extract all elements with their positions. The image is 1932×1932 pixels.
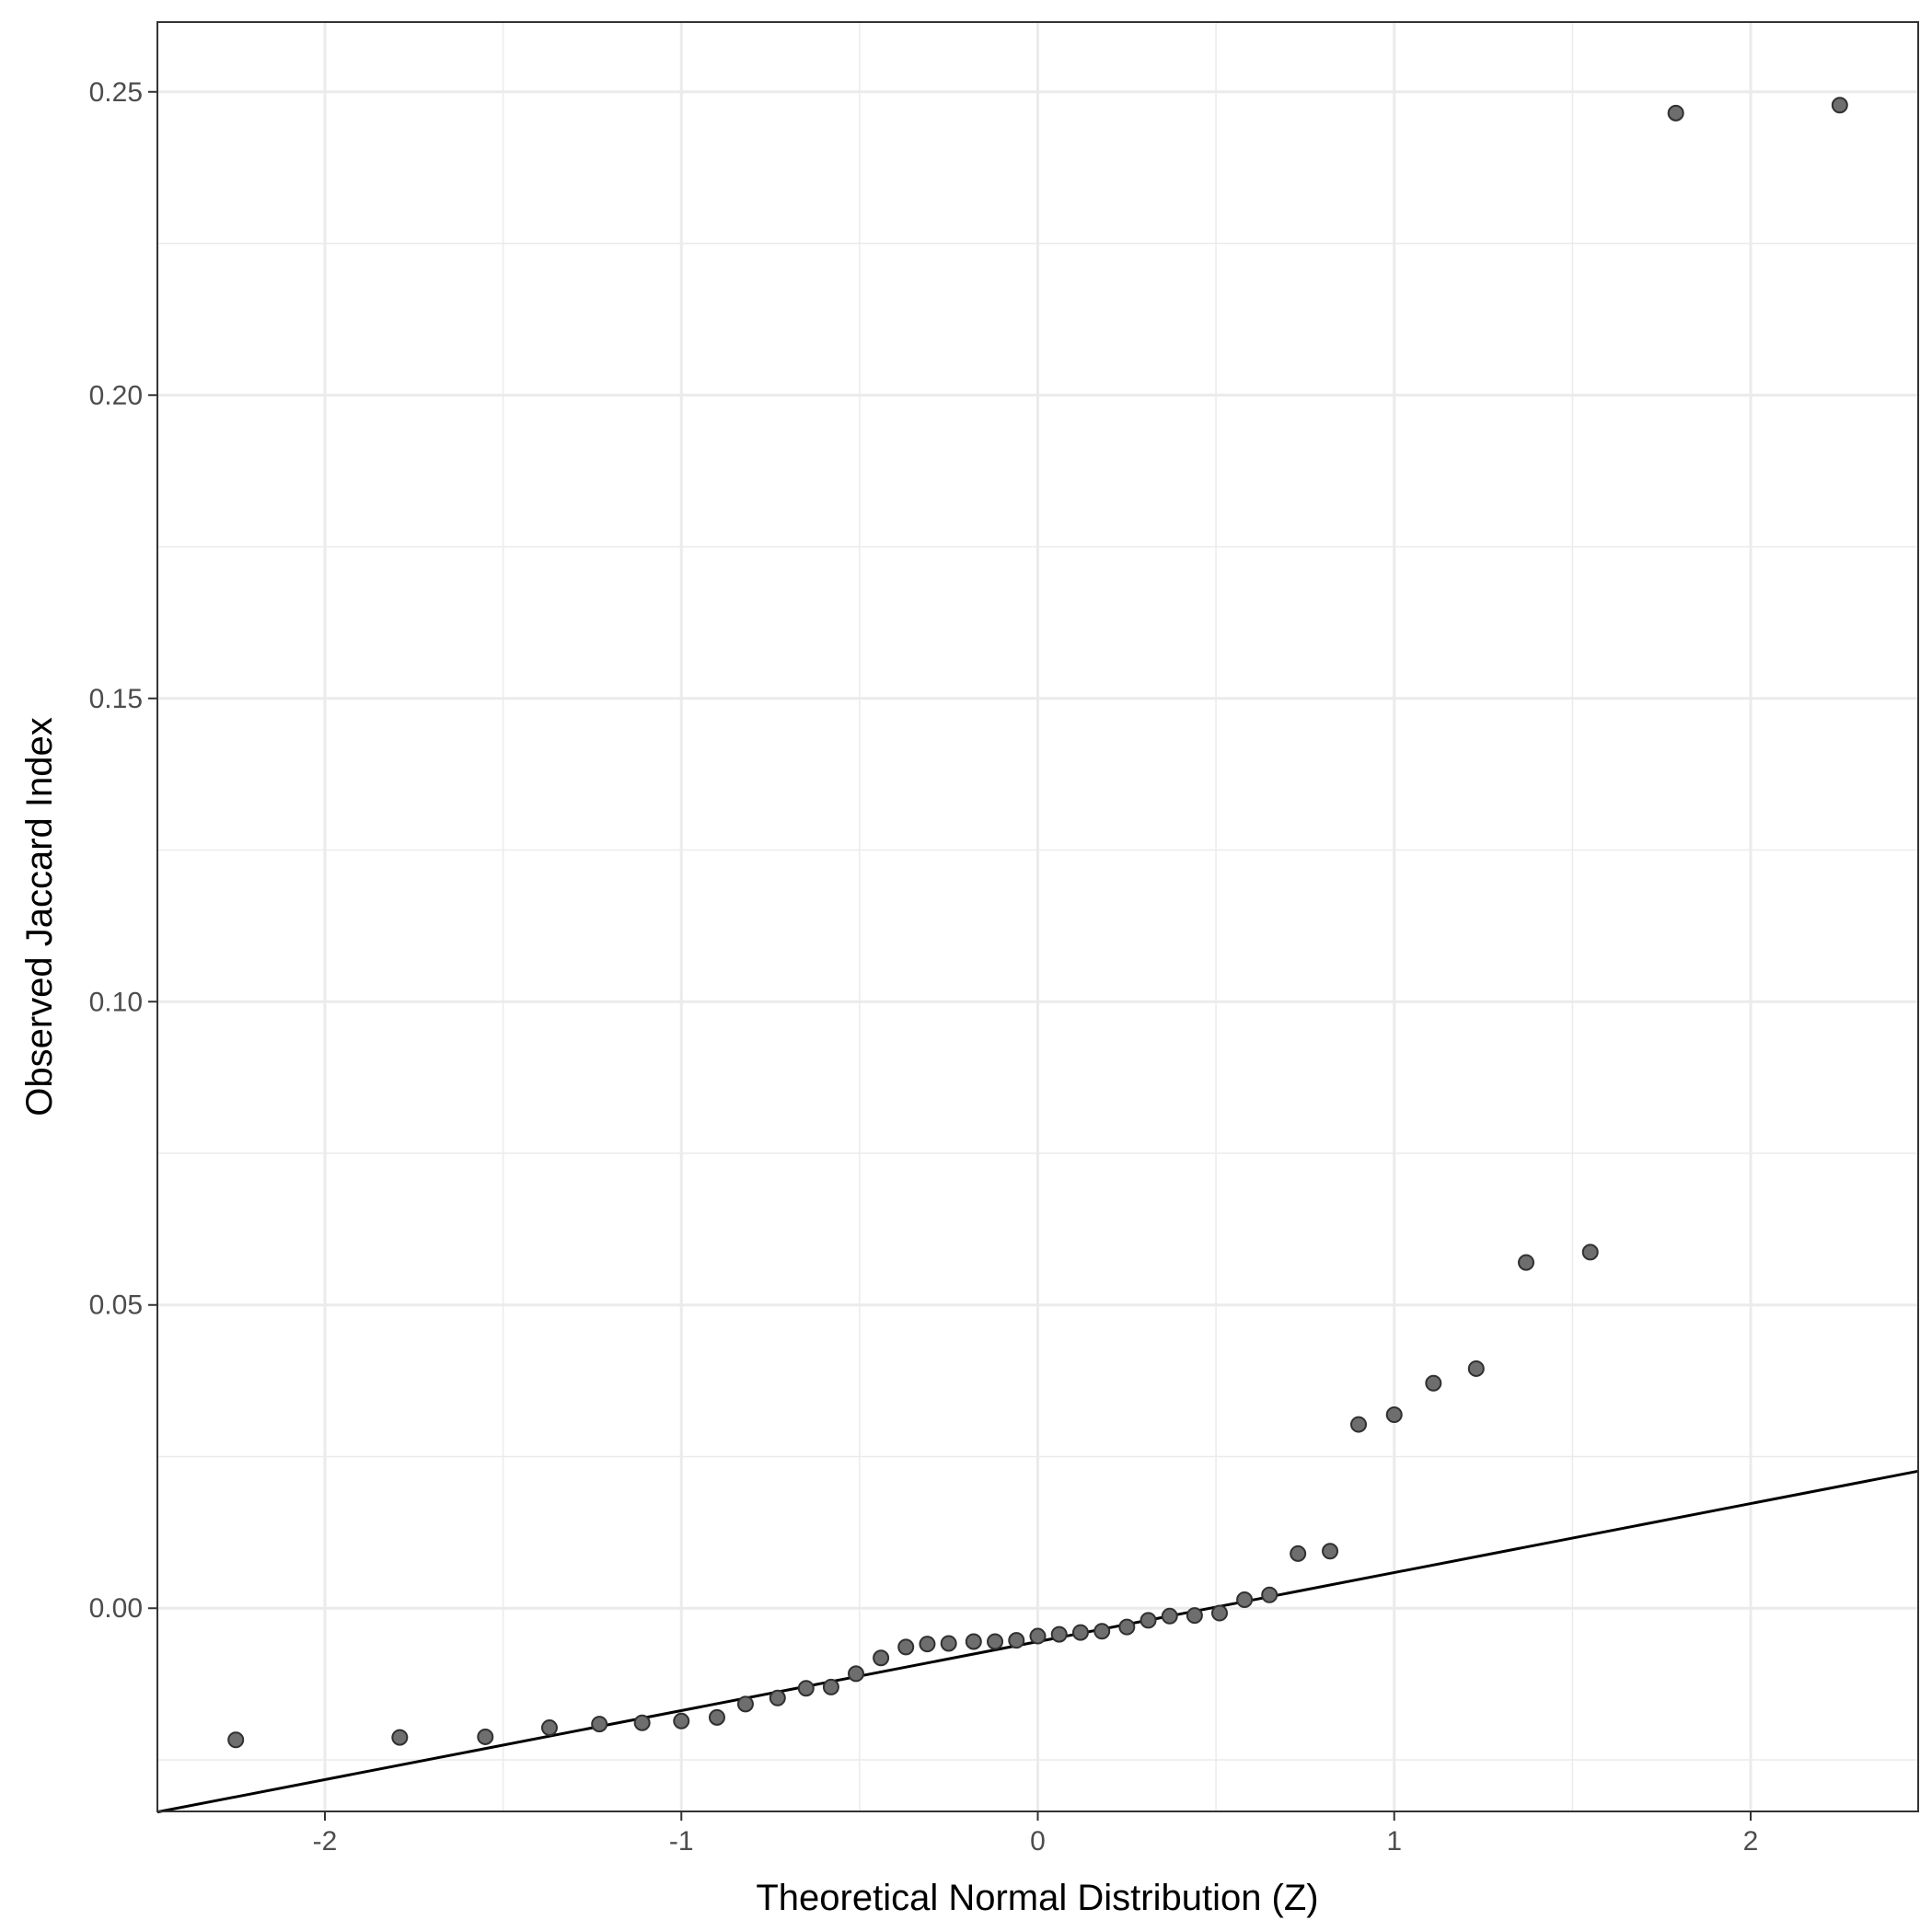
y-axis: 0.00 0.05 0.10 0.15 0.20 0.25 <box>89 77 157 1624</box>
y-tick-label: 0.15 <box>89 684 143 714</box>
data-point <box>1518 1254 1535 1271</box>
y-tick-label: 0.00 <box>89 1593 143 1624</box>
data-point <box>708 1708 725 1726</box>
y-tick-label: 0.10 <box>89 987 143 1017</box>
x-tick-label: 0 <box>1030 1826 1046 1857</box>
data-point <box>1050 1625 1068 1643</box>
data-point <box>897 1638 915 1656</box>
data-point <box>591 1716 608 1733</box>
data-point <box>1385 1406 1403 1424</box>
data-point <box>1029 1627 1047 1645</box>
data-point <box>1140 1612 1157 1629</box>
data-point <box>1581 1244 1599 1261</box>
data-point <box>987 1633 1004 1650</box>
x-tick-label: 1 <box>1386 1826 1402 1857</box>
data-point <box>1261 1586 1278 1603</box>
data-point <box>736 1695 754 1713</box>
data-point <box>1831 97 1848 114</box>
data-points <box>227 97 1848 1749</box>
data-point <box>673 1712 690 1730</box>
data-point <box>873 1649 890 1667</box>
major-gridlines <box>157 22 1918 1811</box>
y-axis-title: Observed Jaccard Index <box>19 717 60 1116</box>
data-point <box>940 1635 957 1652</box>
data-point <box>1210 1604 1228 1622</box>
data-point <box>477 1728 494 1745</box>
data-point <box>822 1678 839 1695</box>
data-point <box>1186 1607 1203 1625</box>
x-axis-title: Theoretical Normal Distribution (Z) <box>756 1878 1318 1918</box>
data-point <box>633 1714 651 1731</box>
data-point <box>919 1636 936 1653</box>
x-tick-label: -1 <box>669 1826 694 1857</box>
data-point <box>848 1665 865 1683</box>
data-point <box>1118 1618 1136 1636</box>
y-tick-label: 0.25 <box>89 77 143 108</box>
y-tick-label: 0.05 <box>89 1290 143 1321</box>
x-axis: -2 -1 0 1 2 <box>313 1811 1759 1857</box>
data-point <box>1008 1632 1025 1649</box>
data-point <box>391 1729 409 1746</box>
data-point <box>540 1719 558 1737</box>
data-point <box>797 1680 815 1697</box>
data-point <box>1236 1591 1254 1609</box>
x-tick-label: 2 <box>1743 1826 1759 1857</box>
data-point <box>1425 1374 1442 1392</box>
data-point <box>227 1731 245 1749</box>
x-tick-label: -2 <box>313 1826 338 1857</box>
data-point <box>1290 1544 1307 1562</box>
data-point <box>769 1689 786 1706</box>
y-tick-label: 0.20 <box>89 380 143 411</box>
data-point <box>1467 1359 1485 1377</box>
data-point <box>1667 104 1684 121</box>
data-point <box>965 1633 982 1650</box>
data-point <box>1161 1607 1178 1625</box>
data-point <box>1093 1623 1111 1640</box>
data-point <box>1350 1416 1368 1433</box>
data-point <box>1322 1543 1339 1560</box>
data-point <box>1071 1624 1089 1641</box>
